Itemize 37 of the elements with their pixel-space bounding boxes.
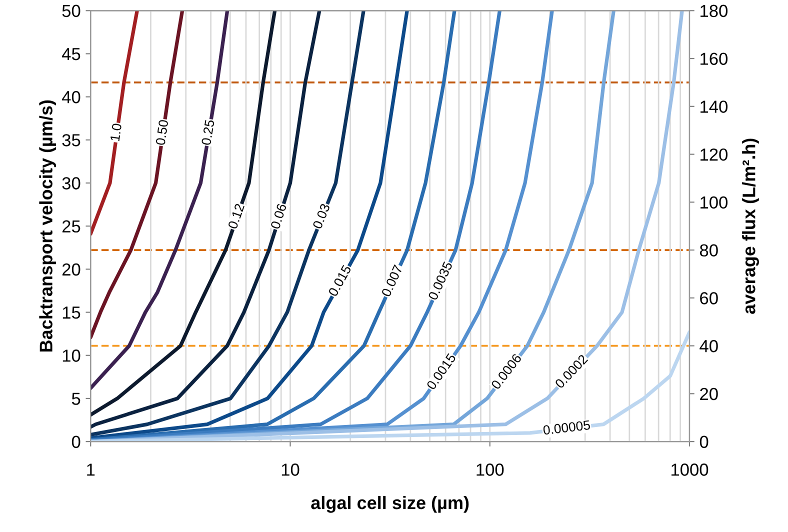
text: 1.0 [110, 123, 122, 142]
y-tick-label: 35 [62, 134, 80, 146]
x-tick-label: 1 [87, 464, 95, 476]
y2-axis-title: average flux (L/m².h) [742, 138, 759, 314]
y2-tick-label: 0 [700, 436, 708, 448]
y2-tick-label: 40 [700, 340, 718, 352]
text: 0.12 [228, 203, 245, 230]
text: 0.25 [201, 120, 214, 146]
y-tick-label: 50 [62, 4, 80, 18]
y-tick-label: 30 [62, 177, 80, 190]
text: 0.50 [156, 120, 168, 146]
y2-tick-label: 100 [700, 196, 728, 209]
text: 0.00005 [542, 420, 590, 435]
y2-tick-label: 80 [700, 244, 718, 256]
y2-tick-label: 180 [700, 4, 728, 18]
y-tick-label: 15 [62, 306, 80, 319]
y-tick-label: 5 [72, 392, 80, 405]
y-tick-label: 10 [62, 350, 80, 362]
y-tick-label: 20 [62, 263, 80, 276]
text: 0.007 [381, 264, 403, 298]
y-tick-label: 40 [62, 90, 80, 104]
text: 0.06 [270, 203, 287, 230]
y2-tick-label: 160 [700, 52, 728, 65]
x-tick-label: 1000 [672, 464, 708, 476]
y2-tick-label: 60 [700, 292, 718, 304]
x-tick-label: 100 [476, 464, 504, 476]
x-tick-label: 10 [282, 464, 300, 476]
y2-tick-label: 140 [700, 100, 728, 113]
y2-tick-label: 20 [700, 388, 718, 400]
y-axis-title: Backtransport velocity (µm/s) [39, 100, 56, 352]
y-tick-label: 0 [72, 436, 80, 448]
x-axis-title: algal cell size (µm) [311, 496, 469, 513]
text: 0.015 [328, 264, 352, 297]
text: 0.03 [312, 203, 330, 230]
y-tick-label: 25 [62, 220, 80, 233]
y2-tick-label: 120 [700, 148, 728, 161]
y-tick-label: 45 [62, 48, 80, 60]
